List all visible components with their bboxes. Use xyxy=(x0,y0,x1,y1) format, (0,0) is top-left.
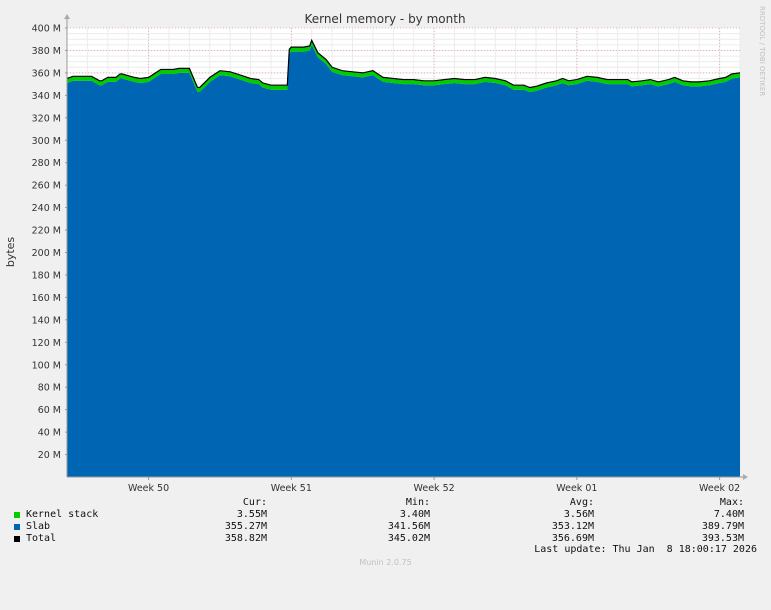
x-tick-label: Week 01 xyxy=(556,483,597,494)
y-tick-label: 240 M xyxy=(32,203,61,214)
legend-swatch-total xyxy=(14,536,20,542)
chart: 20 M 40 M 60 M 80 M 100 M 120 M 140 M 160 M 180 … xyxy=(4,6,766,494)
last-update: Last update: Thu Jan 8 18:00:17 2026 xyxy=(534,544,757,555)
legend-name: Slab xyxy=(26,521,51,532)
legend-name: Total xyxy=(26,533,57,544)
legend-name: Kernel stack xyxy=(26,509,99,520)
y-tick-label: 40 M xyxy=(38,428,61,439)
legend-header-min: Min: xyxy=(405,497,430,508)
y-tick-label: 140 M xyxy=(32,315,61,326)
legend-cur: 358.82M xyxy=(224,533,267,544)
legend-min: 341.56M xyxy=(387,521,430,532)
legend-max: 389.79M xyxy=(701,521,744,532)
legend-avg: 356.69M xyxy=(551,533,594,544)
legend-header: Cur: Min: Avg: Max: xyxy=(0,497,771,509)
y-tick-label: 280 M xyxy=(32,158,61,169)
legend-avg: 353.12M xyxy=(551,521,594,532)
y-tick-label: 200 M xyxy=(32,248,61,259)
y-tick-label: 120 M xyxy=(32,338,61,349)
x-tick-label: Week 02 xyxy=(699,483,740,494)
x-tick-label: Week 51 xyxy=(271,483,312,494)
watermark: RRDTOOL / TOBI OETIKER xyxy=(758,6,766,96)
y-tick-label: 360 M xyxy=(32,68,61,79)
y-tick-label: 340 M xyxy=(32,91,61,102)
y-tick-label: 380 M xyxy=(32,46,61,57)
x-axis-arrow xyxy=(743,474,748,480)
series-area-slab xyxy=(67,44,740,478)
footer-version: Munin 2.0.75 xyxy=(359,558,412,567)
legend-cur: 355.27M xyxy=(224,521,267,532)
chart-title: Kernel memory - by month xyxy=(304,12,465,26)
legend-avg: 3.56M xyxy=(563,509,594,520)
legend-swatch-slab xyxy=(14,524,20,530)
legend-cur: 3.55M xyxy=(236,509,267,520)
legend-swatch-kernel-stack xyxy=(14,512,20,518)
series-area-kernel-stack xyxy=(67,40,740,92)
x-tick-label: Week 52 xyxy=(414,483,455,494)
legend-max: 7.40M xyxy=(713,509,744,520)
y-tick-label: 20 M xyxy=(38,450,61,461)
legend-header-avg: Avg: xyxy=(569,497,594,508)
legend-max: 393.53M xyxy=(701,533,744,544)
legend-row-total: Total 358.82M 345.02M 356.69M 393.53M xyxy=(0,533,771,545)
y-tick-label: 100 M xyxy=(32,360,61,371)
y-axis-label: bytes xyxy=(4,237,17,268)
legend-min: 3.40M xyxy=(399,509,430,520)
legend-row-kernel-stack: Kernel stack 3.55M 3.40M 3.56M 7.40M xyxy=(0,509,771,521)
y-tick-label: 220 M xyxy=(32,226,61,237)
y-axis-arrow xyxy=(64,14,70,19)
legend-row-slab: Slab 355.27M 341.56M 353.12M 389.79M xyxy=(0,521,771,533)
legend-header-cur: Cur: xyxy=(242,497,267,508)
y-tick-label: 60 M xyxy=(38,405,61,416)
legend-min: 345.02M xyxy=(387,533,430,544)
y-tick-label: 300 M xyxy=(32,136,61,147)
series-line-total xyxy=(66,38,741,89)
legend-header-max: Max: xyxy=(719,497,744,508)
y-tick-label: 160 M xyxy=(32,293,61,304)
y-tick-label: 400 M xyxy=(32,24,61,35)
y-tick-label: 80 M xyxy=(38,383,61,394)
x-tick-label: Week 50 xyxy=(128,483,169,494)
y-tick-label: 260 M xyxy=(32,181,61,192)
y-tick-label: 320 M xyxy=(32,113,61,124)
y-tick-label: 180 M xyxy=(32,270,61,281)
